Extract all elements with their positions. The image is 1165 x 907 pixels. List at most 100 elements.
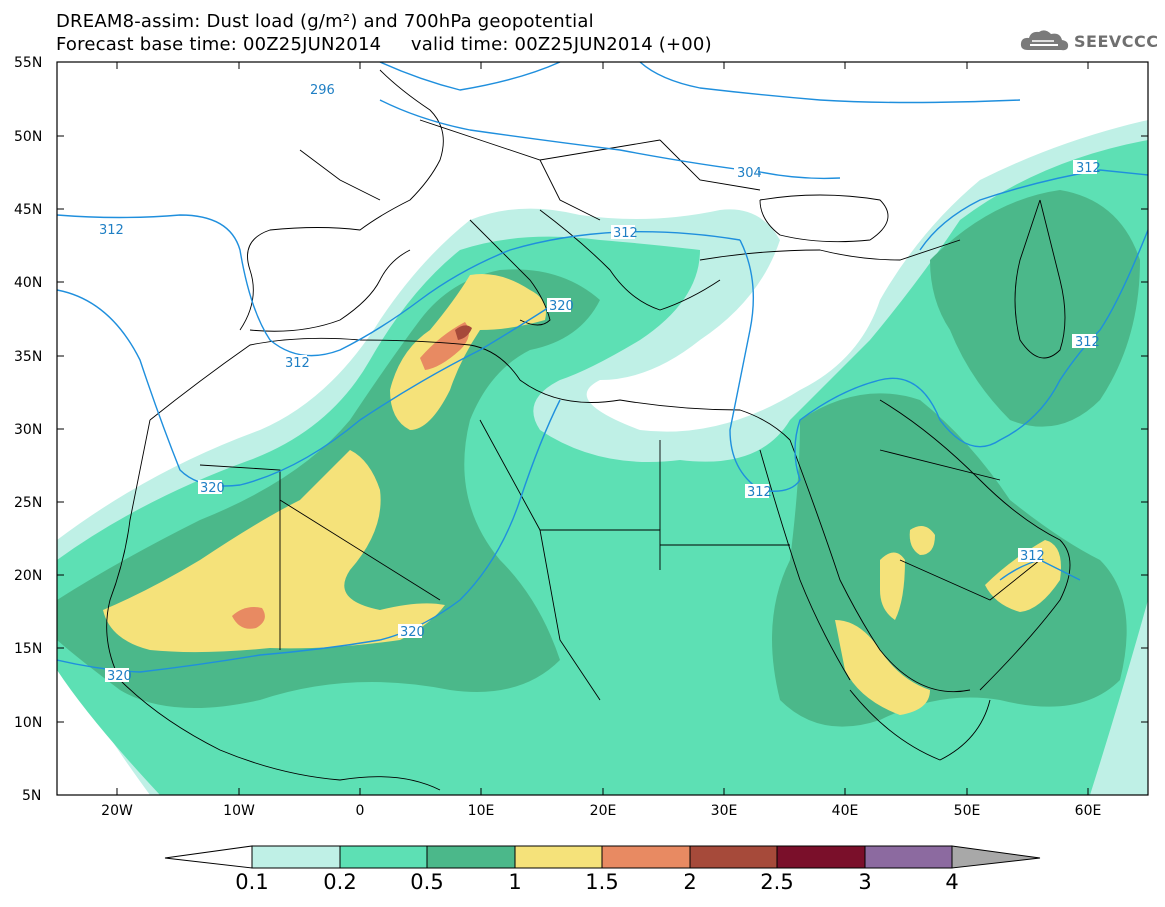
contour-320-line-west	[57, 289, 561, 487]
colorbar-segment-under	[164, 845, 253, 869]
contour-label-312-iran: 312	[1075, 335, 1100, 350]
dust-level-2-area	[455, 325, 472, 340]
lat-label: 50N	[14, 129, 42, 145]
dust-level-1-area	[103, 450, 445, 653]
contour-label-320-sicily: 320	[549, 299, 574, 314]
colorbar-segment	[514, 845, 603, 869]
lat-label: 40N	[14, 275, 42, 291]
colorbar-segment	[251, 845, 341, 869]
border-arabia-2	[879, 449, 1001, 481]
lat-label: 20N	[14, 568, 42, 584]
lon-label: 10W	[223, 803, 255, 819]
coastline-red-sea-west	[759, 449, 851, 681]
contour-label-320-sahel: 320	[400, 625, 425, 640]
colorbar-tick-label: 1	[508, 870, 522, 894]
contour-label-296: 296	[310, 83, 335, 98]
contour-304-line	[379, 99, 841, 180]
colorbar-segment	[601, 845, 691, 869]
border-africa-1	[199, 464, 281, 650]
contour-320-line-south	[57, 399, 561, 673]
dust-level-1-5-area	[232, 607, 265, 629]
contour-296-line-east	[639, 62, 1021, 104]
colorbar-tick-label: 4	[945, 870, 959, 894]
coastline-north-africa	[149, 337, 791, 441]
contour-312-line-ne	[919, 169, 1148, 251]
colorbar-segment	[689, 845, 778, 869]
dust-level-1-area-yemen	[835, 620, 930, 715]
dust-level-1-area-small	[909, 526, 935, 555]
coastline-arabia	[879, 399, 1071, 691]
colorbar-tick-label: 2.5	[760, 870, 794, 894]
coastline-europe-west	[239, 69, 444, 331]
contour-312-line-east	[729, 229, 1148, 492]
geopotential-contours	[57, 62, 1148, 673]
coastline-west-africa	[106, 419, 441, 791]
lon-label: 20E	[590, 803, 617, 819]
dust-shading	[57, 120, 1148, 795]
lat-labels: 55N 50N 45N 40N 35N 30N 25N 20N 15N 10N …	[14, 55, 42, 804]
border-africa-6	[539, 529, 601, 701]
lat-label: 10N	[14, 715, 42, 731]
border-africa-2	[279, 499, 441, 601]
lon-axis	[116, 62, 1089, 795]
colorbar-tick-label: 0.1	[235, 870, 269, 894]
colorbar-segment	[426, 845, 516, 869]
contour-312-line-west	[57, 214, 741, 357]
map-title: DREAM8-assim: Dust load (g/m²) and 700hP…	[56, 11, 594, 32]
contour-label-312-ne: 312	[1076, 161, 1101, 176]
logo-text: SEEVCCC	[1074, 31, 1159, 51]
lon-label: 0	[356, 803, 365, 819]
contour-label-312-morocco: 312	[285, 356, 310, 371]
colorbar-tick-label: 0.2	[323, 870, 357, 894]
lon-label: 40E	[832, 803, 859, 819]
contour-label-320-west: 320	[200, 481, 225, 496]
border-europe-1	[299, 149, 381, 201]
border-arabia-1	[899, 559, 1041, 601]
border-europe-3	[539, 159, 601, 221]
coastline-turkey	[699, 239, 961, 261]
lat-label: 55N	[14, 55, 42, 71]
dust-level-0-5-area-ne	[930, 190, 1140, 427]
contour-label-312-west: 312	[99, 223, 124, 238]
colorbar-tick-label: 1.5	[585, 870, 619, 894]
seevccc-logo: SEEVCCC	[1018, 26, 1159, 56]
lon-label: 30E	[711, 803, 738, 819]
forecast-time-subtitle: Forecast base time: 00Z25JUN2014 valid t…	[56, 34, 712, 55]
lat-label: 5N	[22, 788, 41, 804]
colorbar-segment	[864, 845, 953, 869]
lon-label: 60E	[1075, 803, 1102, 819]
colorbar-segment-over	[951, 845, 1041, 869]
border-europe-4	[659, 139, 761, 191]
contour-label-304: 304	[737, 166, 762, 181]
coastline-black-sea	[759, 194, 889, 243]
lat-label: 25N	[14, 495, 42, 511]
lat-label: 15N	[14, 641, 42, 657]
contour-label-312-egypt: 312	[747, 485, 772, 500]
lon-labels: 20W 10W 0 10E 20E 30E 40E 50E 60E	[101, 803, 1101, 819]
colorbar-tick-label: 2	[683, 870, 697, 894]
contour-label-312-oman: 312	[1020, 549, 1045, 564]
coastline-italy	[469, 219, 551, 326]
lon-label: 10E	[468, 803, 495, 819]
lat-label: 45N	[14, 202, 42, 218]
contour-label-320-senegal: 320	[107, 669, 132, 684]
lon-label: 50E	[954, 803, 981, 819]
lat-axis	[57, 61, 1148, 723]
contour-labels: 296 304 312 312 312 312 312 312 320 320 …	[97, 82, 1101, 684]
lat-label: 30N	[14, 422, 42, 438]
lon-label: 20W	[101, 803, 133, 819]
dust-level-1-area-red-sea	[880, 552, 905, 620]
contour-296-line	[379, 62, 561, 91]
coastline-balkans	[539, 209, 721, 311]
lat-label: 35N	[14, 349, 42, 365]
cloud-logo-icon	[1020, 30, 1069, 51]
colorbar-segment	[339, 845, 428, 869]
coastline-iberia	[249, 249, 411, 332]
colorbar-segment	[776, 845, 866, 869]
coastline-caspian	[1014, 199, 1066, 359]
coastline-red-sea-east	[789, 439, 971, 693]
border-africa-3	[479, 419, 661, 570]
colorbar-tick-label: 3	[858, 870, 872, 894]
colorbar-tick-label: 0.5	[410, 870, 444, 894]
